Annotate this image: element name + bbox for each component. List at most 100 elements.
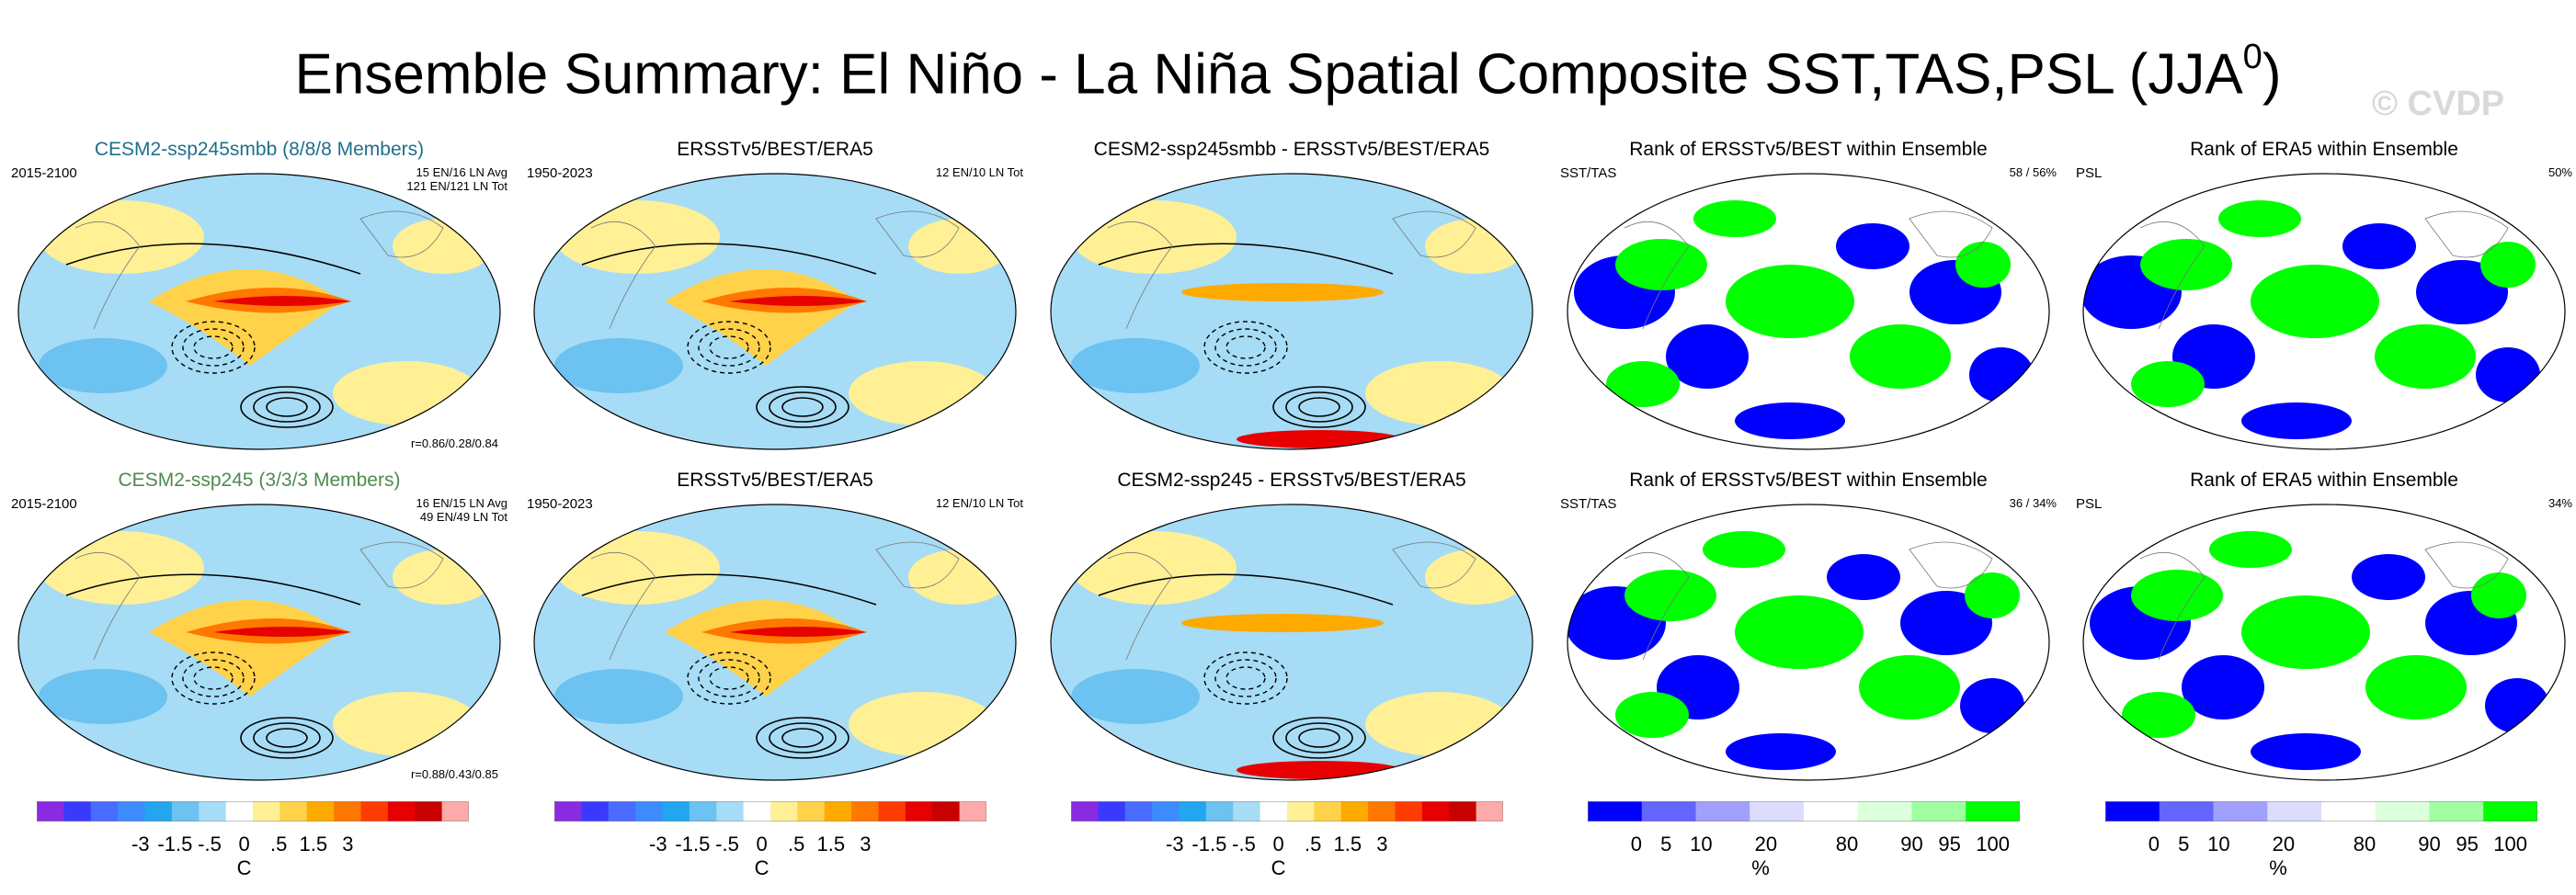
colorbar-swatch — [959, 801, 986, 821]
colorbar-tick-label: .5 — [270, 833, 288, 855]
psl-contour-negative — [1225, 666, 1266, 690]
colorbar-anomaly: -3 -1.5 -.5 0 .5 1.5 3 C — [37, 801, 469, 884]
map-plot — [533, 504, 1017, 781]
colorbar-swatch — [1287, 801, 1315, 821]
psl-contour-negative — [1203, 651, 1288, 705]
colorbar-swatches — [1071, 801, 1503, 821]
colorbar-rank: 0 5 10 20 80 90 95 100% — [1588, 801, 2020, 884]
psl-contour-negative — [171, 651, 256, 705]
colorbar-tick-label: 0 — [238, 833, 250, 855]
anomaly-warm-region — [333, 361, 480, 425]
rank-high-region — [1606, 361, 1680, 407]
main-title: Ensemble Summary: El Niño - La Niña Spat… — [294, 38, 2282, 107]
anomaly-cool-region — [1071, 669, 1200, 724]
map-frame — [533, 504, 1017, 781]
colorbar-swatch — [1966, 801, 2020, 821]
coastline — [1392, 210, 1476, 258]
map-plot — [2082, 504, 2566, 781]
psl-contour-positive — [1285, 722, 1353, 753]
panel-title: CESM2-ssp245smbb - ERSSTv5/BEST/ERA5 — [1093, 139, 1490, 160]
rank-high-region — [2241, 595, 2370, 669]
anomaly-warm-region — [39, 200, 204, 274]
anomaly-warm-region — [849, 692, 996, 756]
colorbar-tick-label: 0 — [1630, 833, 1642, 855]
enso-max-core — [729, 627, 867, 637]
colorbar-tick-label: 100 — [2493, 833, 2527, 855]
colorbar-swatch — [2159, 801, 2214, 821]
coastline — [2424, 210, 2509, 258]
panel: CESM2-ssp245 - ERSSTv5/BEST/ERA5 — [1043, 469, 1540, 790]
colorbar-unit: % — [2269, 856, 2287, 879]
psl-contour-positive — [1098, 573, 1394, 606]
colorbar-tick-label: 100 — [1976, 833, 2010, 855]
panel-period-label: 1950-2023 — [527, 165, 593, 181]
panel-title: Rank of ERSSTv5/BEST within Ensemble — [1629, 470, 1988, 491]
colorbar-swatch — [554, 801, 582, 821]
panel: ERSSTv5/BEST/ERA5 1950-2023 12 EN/10 LN To… — [527, 138, 1023, 459]
colorbar-swatch — [581, 801, 610, 821]
colorbar-swatch — [662, 801, 690, 821]
panel-title: Rank of ERSSTv5/BEST within Ensemble — [1629, 139, 1988, 160]
colorbar-swatch — [415, 801, 443, 821]
colorbar-tick-label: -1.5 — [675, 833, 711, 855]
colorbar-swatch — [1179, 801, 1207, 821]
panel: CESM2-ssp245smbb (8/8/8 Members) 2015-210… — [11, 138, 507, 459]
psl-contour-negative — [193, 335, 234, 359]
panel-count-label: 34% — [2548, 496, 2572, 510]
psl-contour-positive — [1298, 397, 1340, 417]
panel-period-label: PSL — [2076, 165, 2103, 181]
map-plot — [1050, 504, 1533, 781]
panel-title: Rank of ERA5 within Ensemble — [2190, 139, 2458, 160]
rank-high-region — [2209, 531, 2292, 568]
colorbar-tick-label: 0 — [2148, 833, 2160, 855]
colorbar-tick-label: -1.5 — [1191, 833, 1227, 855]
anomaly-cool-region — [554, 338, 683, 393]
psl-contour-negative — [1225, 335, 1266, 359]
panel-count-label: 50% — [2548, 165, 2572, 179]
anomaly-warm-region — [908, 549, 1009, 605]
anomaly-warm-region — [393, 549, 494, 605]
rank-high-region — [1735, 595, 1864, 669]
psl-contour-positive — [781, 397, 824, 417]
rank-low-region — [2251, 733, 2361, 770]
coastline — [74, 552, 141, 661]
colorbar-tick-label: 95 — [2456, 833, 2479, 855]
map-frame — [1567, 504, 2050, 781]
map-plot — [1050, 173, 1533, 450]
map-plot — [2082, 173, 2566, 450]
colorbar-swatch — [279, 801, 308, 821]
rank-low-region — [1827, 554, 1900, 600]
psl-contour-positive — [1272, 717, 1366, 759]
colorbar-unit: C — [754, 856, 769, 879]
coastline — [74, 221, 141, 330]
colorbar-swatch — [118, 801, 145, 821]
psl-contour-negative — [709, 666, 749, 690]
colorbar-tick-label: 80 — [2353, 833, 2377, 855]
colorbar-swatch — [1314, 801, 1342, 821]
anomaly-warm-region — [393, 219, 494, 274]
rank-high-region — [2218, 200, 2301, 237]
psl-contour-positive — [240, 717, 334, 759]
rank-low-region — [2182, 655, 2264, 719]
rank-low-region — [2342, 223, 2416, 269]
colorbar-swatch — [1205, 801, 1234, 821]
colorbar-swatch — [1340, 801, 1369, 821]
panel-count-label: 12 EN/10 LN Tot — [935, 165, 1023, 179]
coastline — [875, 541, 960, 589]
colorbar-swatch — [1750, 801, 1805, 821]
colorbar-tick-label: 3 — [860, 833, 872, 855]
panel-count-label: 16 EN/15 LN Avg 49 EN/49 LN Tot — [416, 496, 508, 524]
cvdp-watermark: © CVDP — [2372, 85, 2505, 123]
colorbar-swatch — [932, 801, 961, 821]
map-plot — [1567, 173, 2050, 450]
diff-southern-band — [1237, 761, 1402, 779]
map-frame — [17, 504, 501, 781]
colorbar-rank: 0 5 10 20 80 90 95 100% — [2105, 801, 2537, 884]
psl-contour-positive — [266, 397, 308, 417]
anomaly-warm-region — [39, 531, 204, 605]
anomaly-warm-region — [333, 692, 480, 756]
rank-high-region — [2131, 361, 2205, 407]
enso-max-core — [213, 296, 351, 306]
colorbar-swatch — [1124, 801, 1153, 821]
anomaly-cool-region — [554, 669, 683, 724]
